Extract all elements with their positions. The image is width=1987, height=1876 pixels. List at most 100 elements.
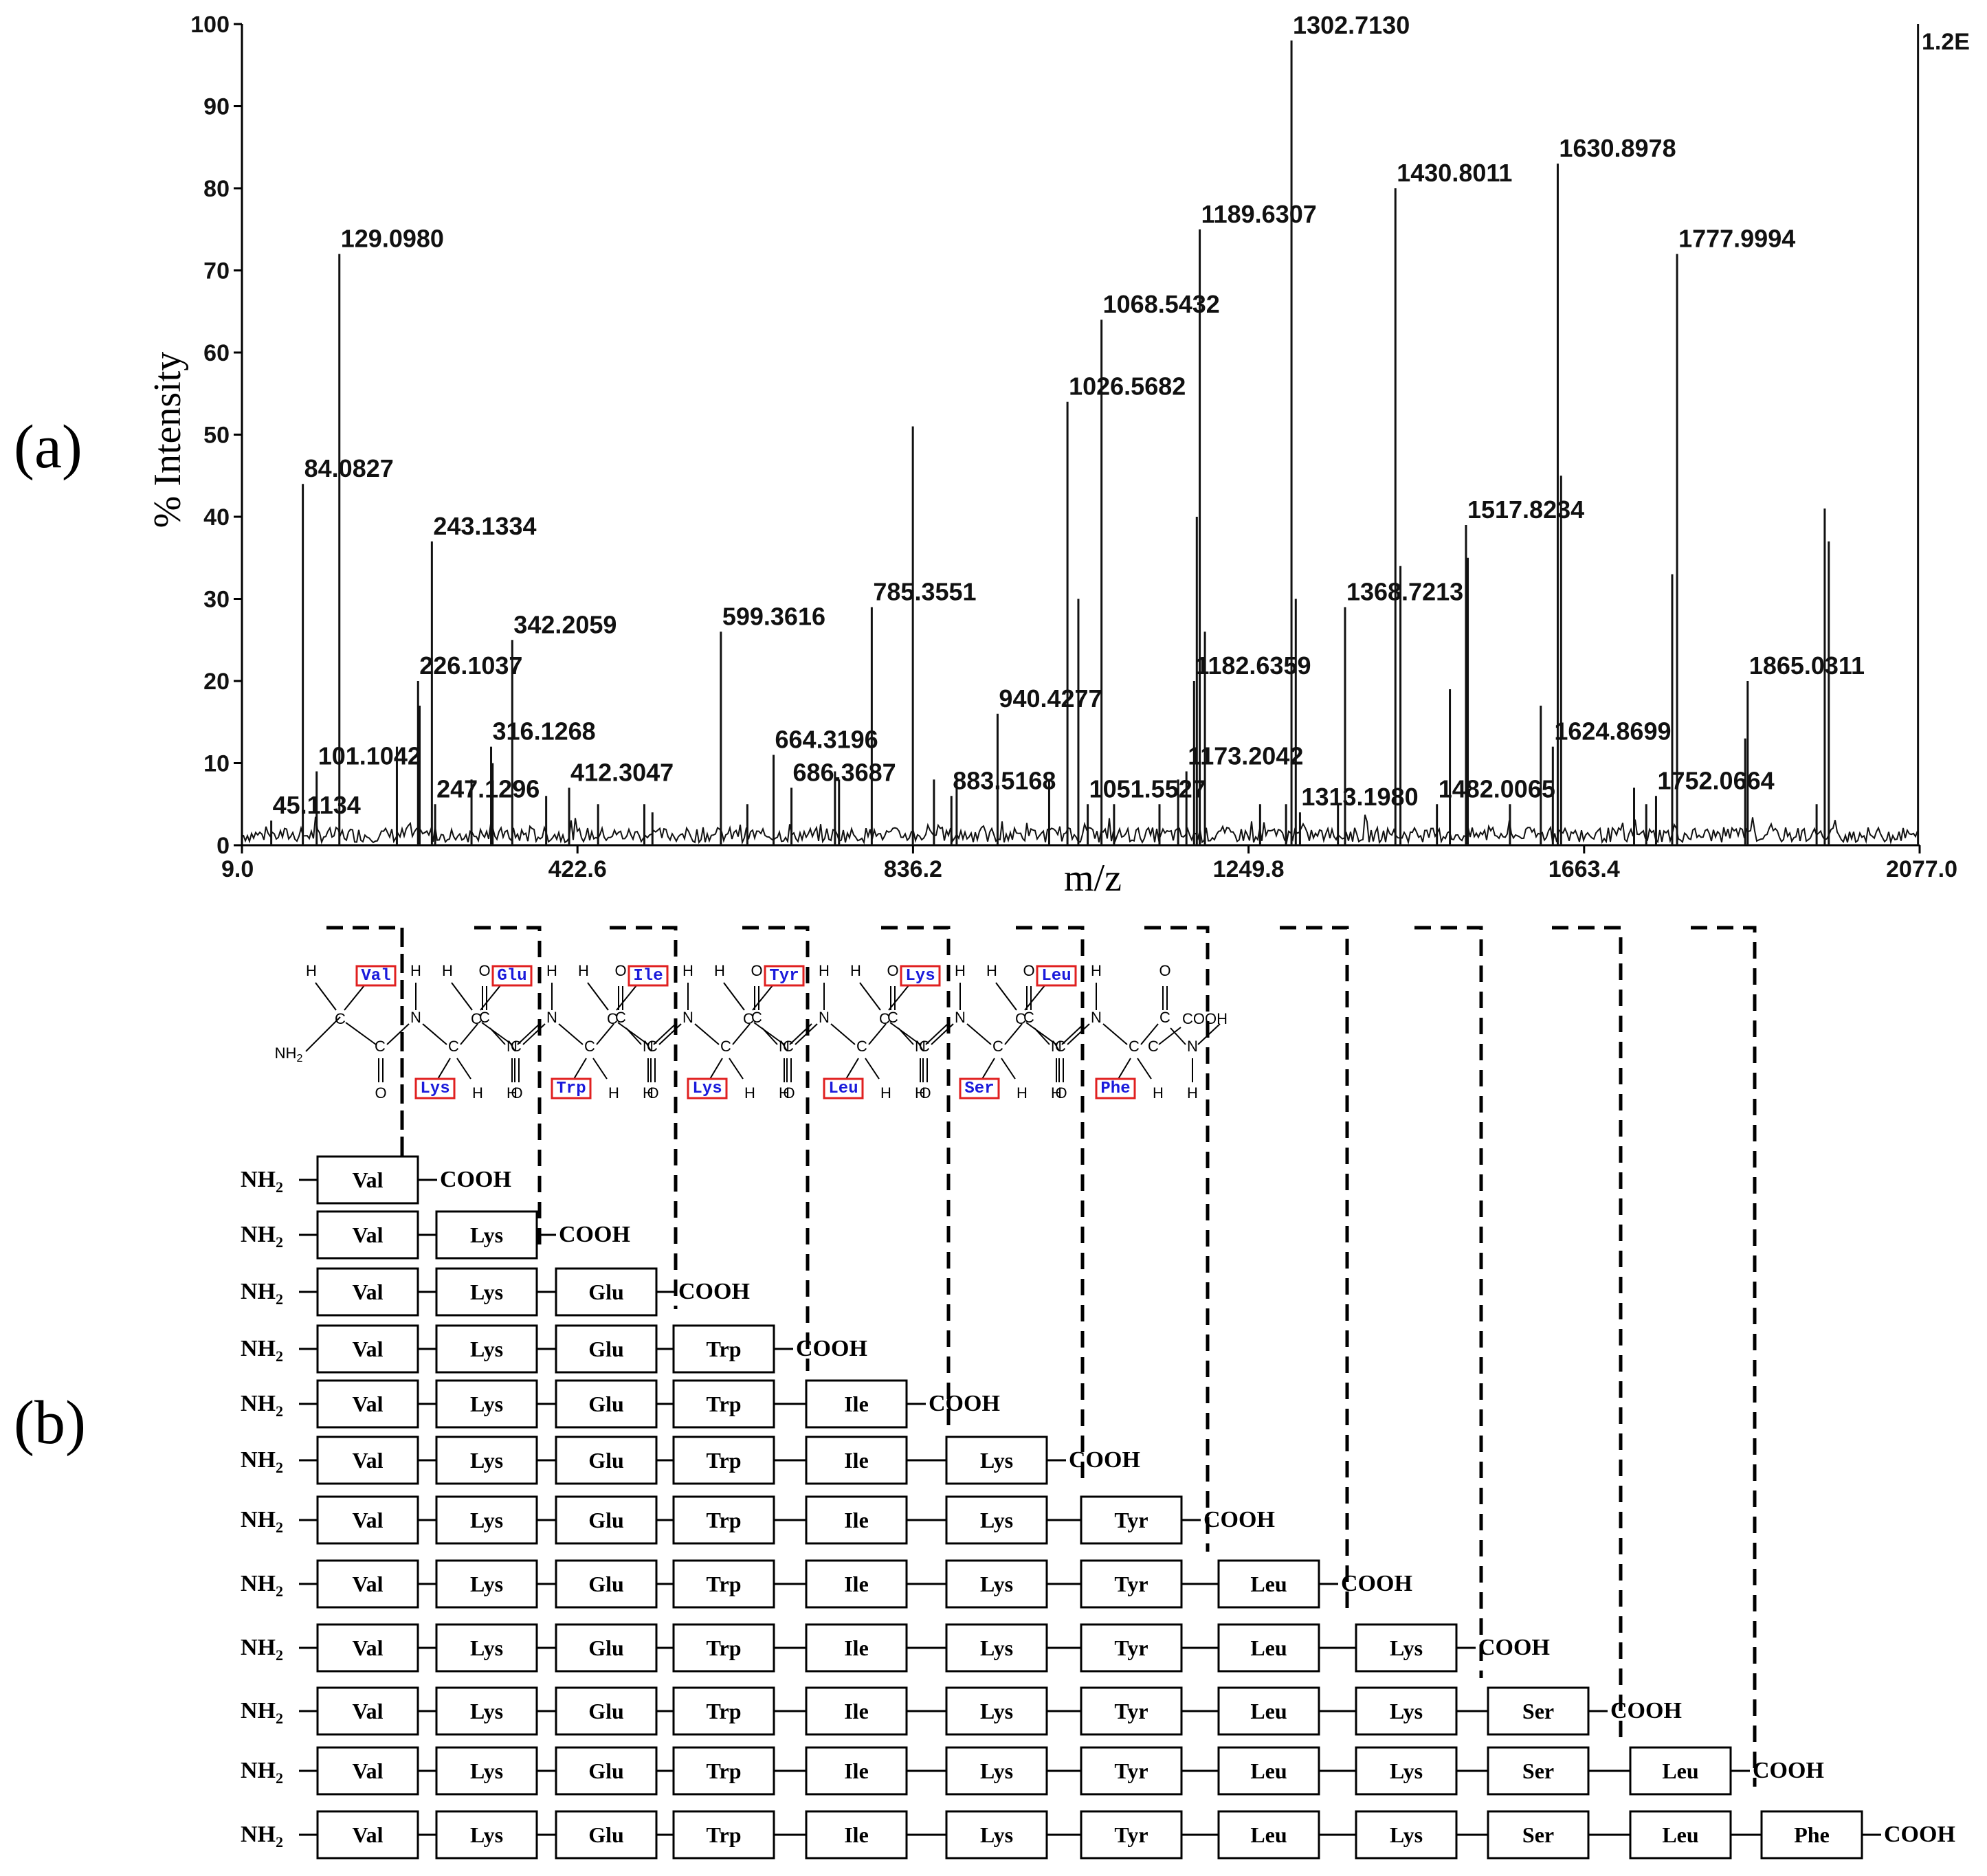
peak-label: 1517.8234 — [1467, 495, 1584, 524]
fragment-dash-line — [1016, 926, 1085, 1488]
atom-label: H — [507, 1084, 518, 1102]
residue-label: Val — [352, 1222, 383, 1247]
residue-label: Leu — [1250, 1758, 1287, 1783]
atom-label: N — [682, 1009, 693, 1026]
fragment-dash-lines — [326, 926, 1757, 1787]
side-chain-label: Val — [361, 967, 390, 985]
residue-box — [1487, 1746, 1590, 1796]
panel-label-a: (a) — [14, 413, 82, 481]
residue-label: Tyr — [1114, 1572, 1148, 1596]
side-chain-label: Leu — [1041, 967, 1071, 985]
residue-label: Glu — [588, 1280, 624, 1304]
residue-label: Val — [352, 1508, 383, 1532]
atom-label: C — [887, 1009, 898, 1026]
residue-box — [1080, 1623, 1183, 1673]
y-tick-label: 100 — [190, 12, 230, 38]
atom-label: C — [647, 1038, 658, 1055]
fragment-dash-line — [474, 926, 542, 1251]
residue-label: Lys — [1390, 1758, 1423, 1783]
side-chain-box — [491, 965, 533, 987]
side-chain-box — [959, 1077, 1000, 1099]
x-tick-label: 1249.8 — [1213, 856, 1285, 882]
chem-bond — [694, 1023, 720, 1045]
residue-box — [945, 1495, 1048, 1545]
residue-label: Val — [352, 1392, 383, 1416]
peak-label: 1051.5527 — [1089, 774, 1206, 803]
residue-label: Trp — [707, 1758, 742, 1783]
x-tick-label: 422.6 — [548, 856, 607, 882]
atom-label: C — [751, 1009, 762, 1026]
peak-label: 1777.9994 — [1678, 225, 1795, 253]
fragment-row: NH2 Val COOH — [241, 1155, 511, 1205]
residue-box — [945, 1686, 1048, 1736]
atom-label: NH2 — [275, 1045, 303, 1064]
residue-box — [1080, 1810, 1183, 1860]
chem-bond — [451, 982, 473, 1011]
residue-box — [1217, 1559, 1320, 1609]
chem-bond — [1102, 1023, 1128, 1045]
chem-bond — [481, 1022, 513, 1045]
fragment-dash-line — [1144, 926, 1210, 1552]
chem-bond — [830, 1023, 856, 1045]
peak-label: 664.3196 — [775, 726, 878, 754]
atom-label: N — [1187, 1038, 1198, 1055]
residue-label: Trp — [707, 1822, 742, 1847]
atom-label: C — [856, 1038, 867, 1055]
y-tick-label: 50 — [203, 423, 230, 449]
chem-bond — [1061, 1023, 1085, 1045]
residue-label: Ser — [1522, 1822, 1554, 1847]
atom-label: C — [919, 1038, 930, 1055]
residue-label: Glu — [588, 1758, 624, 1783]
residue-label: Glu — [588, 1699, 624, 1723]
chem-bond — [305, 1016, 341, 1052]
y-tick-label: 70 — [203, 258, 230, 284]
peak-label: 1189.6307 — [1201, 200, 1317, 228]
residue-label: Lys — [470, 1635, 503, 1660]
residue-label: Lys — [980, 1635, 1013, 1660]
n-terminus-label: NH2 — [241, 1222, 283, 1251]
chem-bond — [925, 1023, 948, 1045]
n-terminus-label: NH2 — [241, 1391, 283, 1420]
chem-bond — [596, 1023, 614, 1045]
atom-label: H — [744, 1084, 755, 1102]
fragment-dash-line — [1280, 926, 1349, 1615]
peak-label: 342.2059 — [513, 610, 617, 638]
atom-label: O — [1023, 962, 1034, 979]
peak-label: 1624.8699 — [1554, 717, 1671, 746]
chem-bond — [558, 1023, 584, 1045]
atom-label: H — [819, 962, 830, 979]
residue-box — [805, 1495, 908, 1545]
residue-box — [555, 1267, 658, 1317]
residue-label: Lys — [470, 1448, 503, 1473]
residue-box — [672, 1436, 775, 1485]
chem-bond — [966, 1023, 992, 1045]
residue-label: Val — [352, 1280, 383, 1304]
fragment-row: NH2 Val Lys Glu Trp COOH — [241, 1324, 867, 1374]
residue-label: Lys — [980, 1758, 1013, 1783]
fragment-row: NH2 Val Lys Glu Trp Ile Lys Tyr COOH — [241, 1495, 1275, 1545]
chem-bond — [889, 1022, 921, 1045]
residue-box — [1217, 1623, 1320, 1673]
chem-bond — [587, 982, 609, 1011]
peak-label: 1752.0664 — [1657, 766, 1774, 794]
chem-bond — [753, 1022, 785, 1045]
side-chain-box — [687, 1077, 728, 1099]
residue-label: Glu — [588, 1337, 624, 1361]
residue-box — [1355, 1686, 1458, 1736]
side-chain-box — [900, 965, 941, 987]
peak-label: 412.3047 — [570, 758, 674, 786]
side-chain-label: Tyr — [769, 967, 799, 985]
residue-box — [1080, 1746, 1183, 1796]
atom-label: H — [442, 962, 453, 979]
residue-box — [435, 1559, 538, 1609]
side-chain-box — [764, 965, 805, 987]
c-terminus-label: COOH — [796, 1336, 867, 1361]
residue-label: Lys — [1390, 1822, 1423, 1847]
x-tick-label: 9.0 — [221, 856, 254, 882]
residue-label: Glu — [588, 1448, 624, 1473]
side-chain-box — [823, 1077, 864, 1099]
n-terminus-label: NH2 — [241, 1635, 283, 1664]
residue-label: Lys — [470, 1572, 503, 1596]
atom-label: O — [751, 962, 762, 979]
fragment-dash-line — [881, 926, 951, 1426]
